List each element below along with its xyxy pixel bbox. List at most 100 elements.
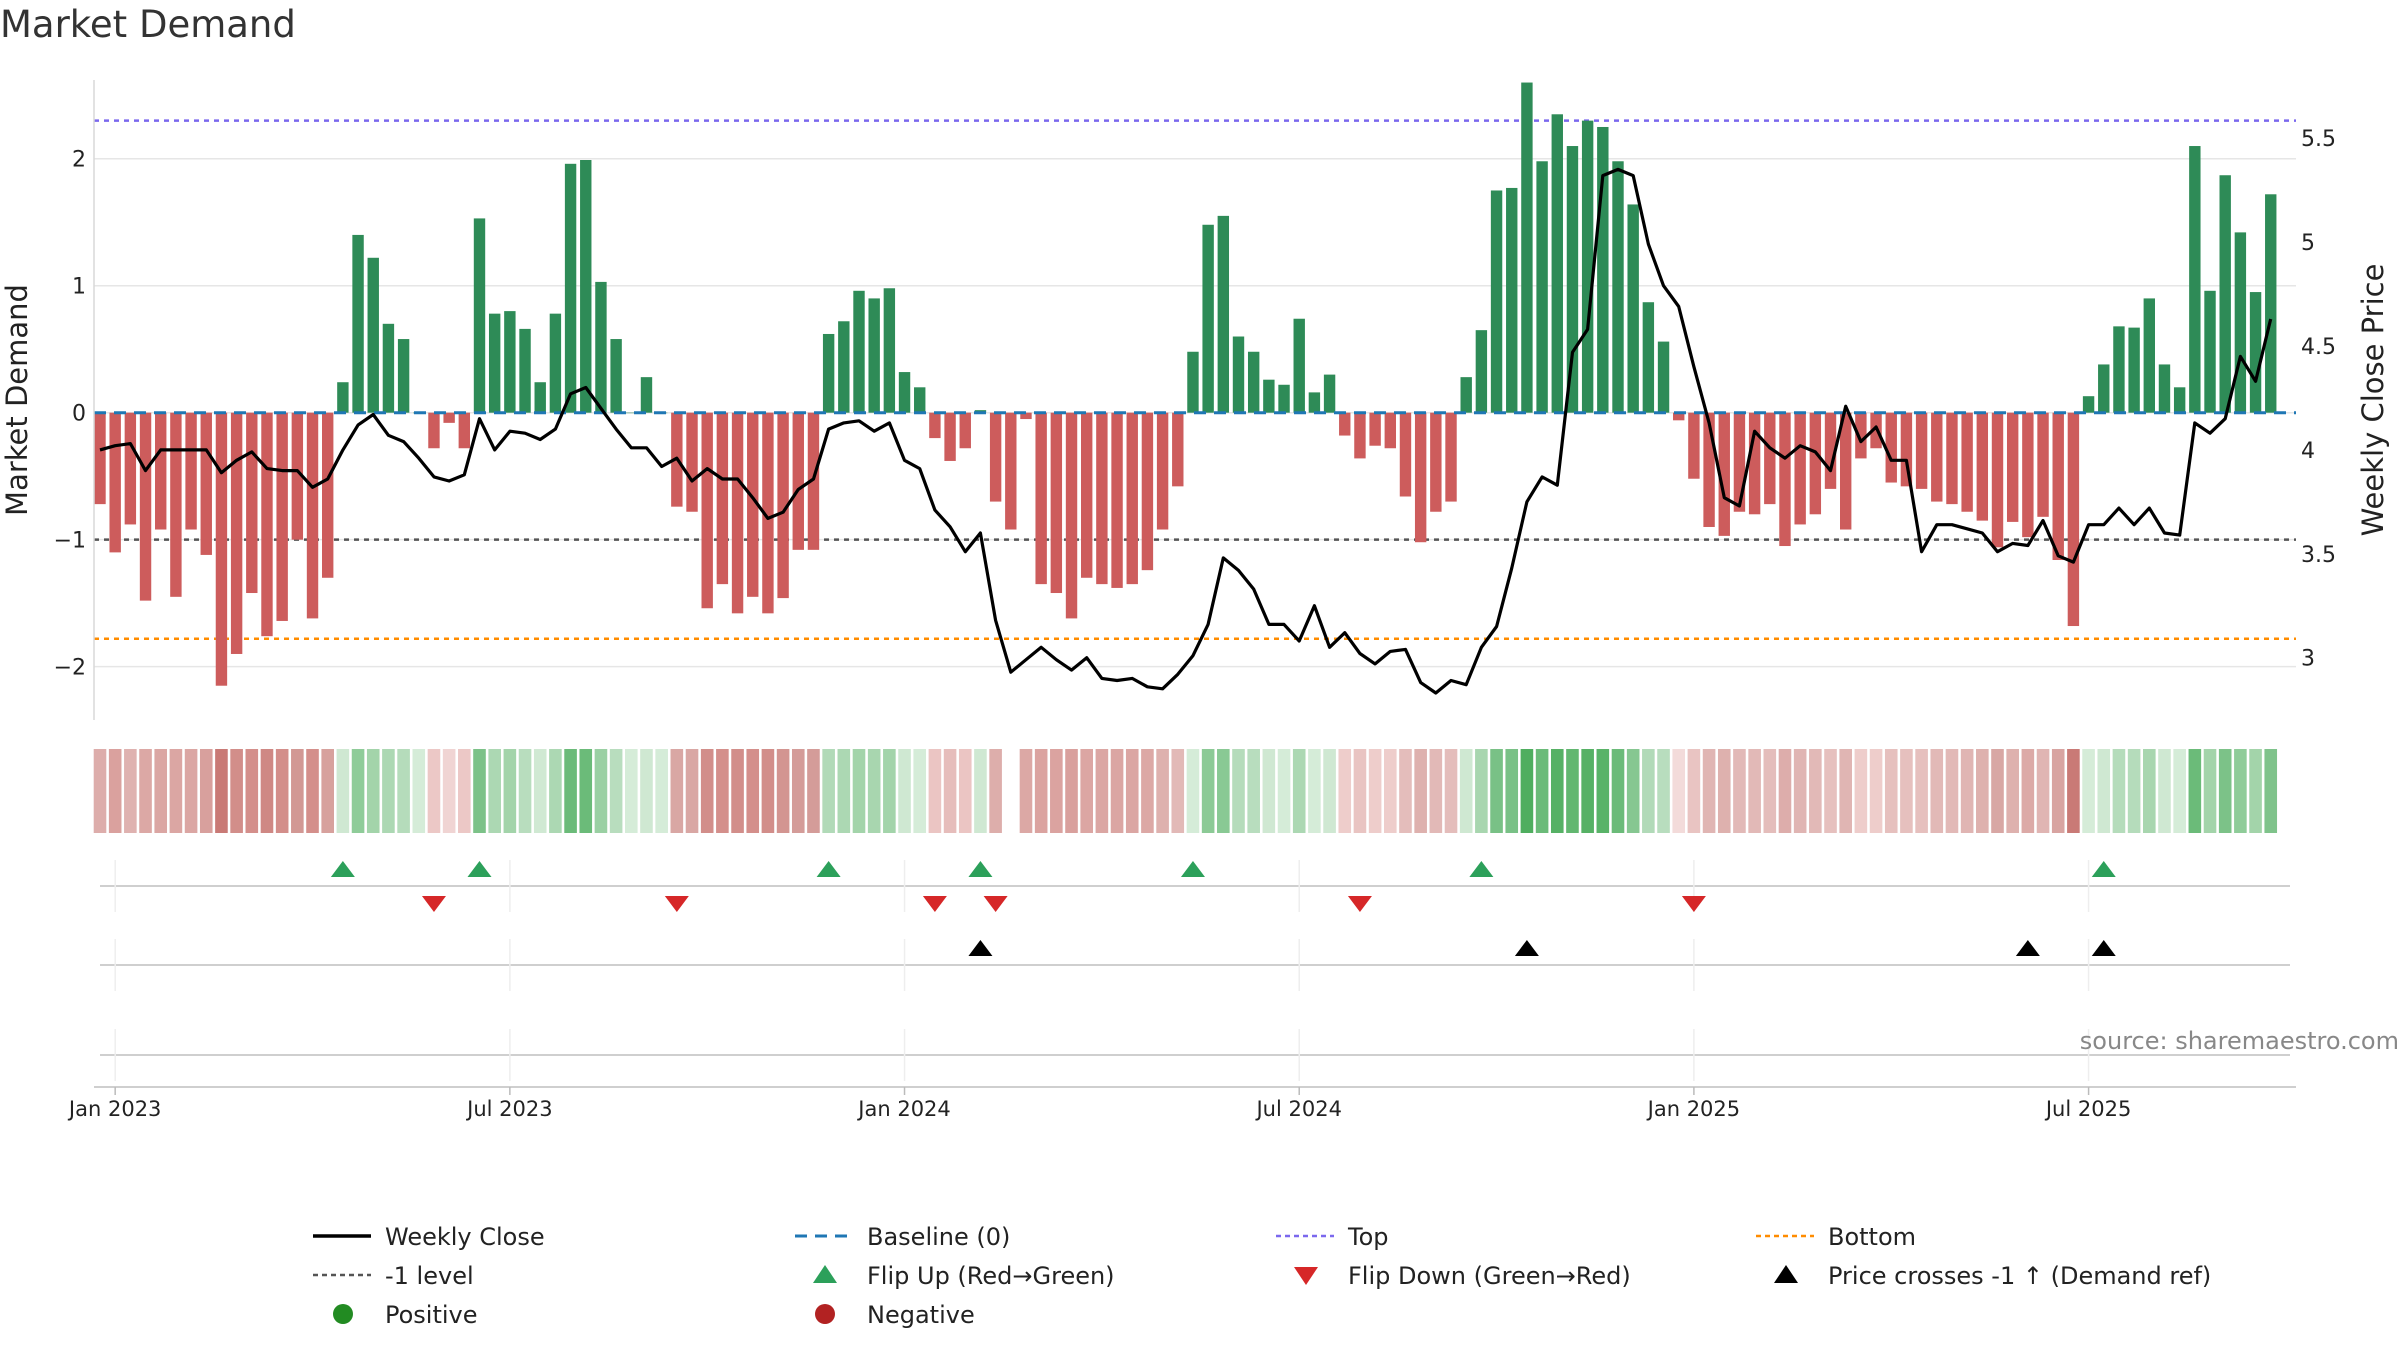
demand-bar: [1657, 341, 1670, 413]
demand-bar: [1293, 318, 1305, 413]
demand-bar: [367, 257, 379, 413]
strip-cell: [154, 749, 168, 833]
demand-bar: [1612, 161, 1624, 413]
demand-bar: [792, 412, 804, 550]
strip-cell: [700, 749, 714, 833]
demand-bar: [883, 288, 896, 413]
demand-bar: [716, 412, 729, 585]
demand-bar: [1673, 412, 1685, 421]
legend-label-positive: Positive: [385, 1301, 478, 1329]
strip-cell: [746, 749, 760, 833]
strip-cell: [1019, 749, 1033, 833]
demand-bar: [853, 290, 865, 413]
strip-cell: [1050, 749, 1063, 833]
strip-cell: [442, 749, 456, 833]
demand-bar: [1081, 412, 1093, 578]
flip-up-marker: [816, 861, 841, 877]
strip-cell: [1748, 749, 1761, 833]
strip-cell: [458, 749, 471, 833]
strip-cell: [1384, 749, 1397, 833]
strip-cell: [1581, 749, 1594, 833]
demand-bar: [2158, 364, 2171, 413]
x-tick-label: Jan 2023: [67, 1097, 162, 1121]
strip-cell: [124, 749, 137, 833]
demand-bar: [1156, 412, 1169, 530]
demand-bar: [1339, 412, 1351, 436]
strip-cell: [1232, 749, 1245, 833]
strip-cell: [215, 749, 228, 833]
demand-bar: [519, 328, 531, 413]
strip-cell: [1657, 749, 1670, 833]
strip-cell: [2097, 749, 2111, 833]
strip-cell: [260, 749, 274, 833]
strip-cell: [716, 749, 729, 833]
strip-cell: [2158, 749, 2171, 833]
strip-cell: [1186, 749, 1200, 833]
x-tick-label: Jul 2025: [2044, 1097, 2131, 1121]
right-tick-label: 4.5: [2301, 335, 2336, 360]
flip-down-marker: [983, 896, 1008, 912]
strip-cell: [1733, 749, 1746, 833]
strip-cell: [199, 749, 213, 833]
demand-heat-strip: [93, 749, 2278, 833]
demand-bar: [1430, 412, 1442, 512]
strip-cell: [1566, 749, 1579, 833]
strip-cell: [1884, 749, 1898, 833]
demand-bar: [458, 412, 471, 449]
demand-bar: [762, 412, 774, 614]
demand-bar: [1308, 392, 1321, 413]
demand-bar: [1460, 377, 1472, 413]
x-axis: Jan 2023 Jul 2023 Jan 2024 Jul 2024 Jan 2025…: [67, 1086, 2296, 1121]
strip-cell: [1687, 749, 1701, 833]
demand-bar: [1354, 412, 1366, 459]
strip-cell: [852, 749, 866, 833]
demand-bar: [1141, 412, 1154, 571]
demand-bar: [397, 339, 410, 413]
strip-cell: [2234, 749, 2247, 833]
strip-cell: [579, 749, 593, 833]
demand-bar: [504, 311, 516, 413]
strip-cell: [1171, 749, 1185, 833]
strip-cell: [1945, 749, 1959, 833]
strip-cell: [1717, 749, 1731, 833]
legend-label-cross: Price crosses -1 ↑ (Demand ref): [1828, 1262, 2211, 1290]
demand-bar: [306, 412, 319, 619]
strip-cell: [1323, 749, 1336, 833]
demand-bar: [2249, 292, 2262, 413]
strip-cell: [928, 749, 942, 833]
demand-bar: [1566, 146, 1579, 413]
strip-cell: [1338, 749, 1352, 833]
x-tick-label: Jan 2024: [856, 1097, 951, 1121]
strip-cell: [974, 749, 987, 833]
demand-bar: [1794, 412, 1806, 525]
strip-cell: [1793, 749, 1807, 833]
strip-cell: [943, 749, 957, 833]
strip-cell: [108, 749, 122, 833]
demand-bar: [1187, 351, 1199, 413]
demand-bar: [1931, 412, 1943, 502]
strip-cell: [306, 749, 319, 833]
strip-cell: [2127, 749, 2141, 833]
demand-bar: [2265, 194, 2277, 413]
strip-cell: [655, 749, 668, 833]
right-tick-label: 4: [2301, 439, 2315, 464]
legend-label-negative: Negative: [867, 1301, 975, 1329]
strip-cell: [2203, 749, 2217, 833]
demand-bar: [1915, 412, 1928, 489]
strip-cell: [898, 749, 911, 833]
strip-cell: [549, 749, 562, 833]
demand-bar: [2037, 412, 2049, 517]
strip-cell: [533, 749, 547, 833]
demand-bar: [1642, 302, 1655, 413]
demand-bar: [291, 412, 304, 540]
right-tick-label: 3: [2301, 647, 2315, 672]
price-cross-marker: [1514, 940, 1539, 956]
strip-cell: [1915, 749, 1928, 833]
demand-bar: [2234, 232, 2247, 413]
demand-bar: [807, 412, 820, 550]
strip-cell: [245, 749, 259, 833]
x-tick-label: Jul 2023: [465, 1097, 552, 1121]
demand-bar: [2204, 290, 2216, 413]
demand-bar: [549, 313, 562, 413]
demand-bar: [1172, 412, 1184, 487]
